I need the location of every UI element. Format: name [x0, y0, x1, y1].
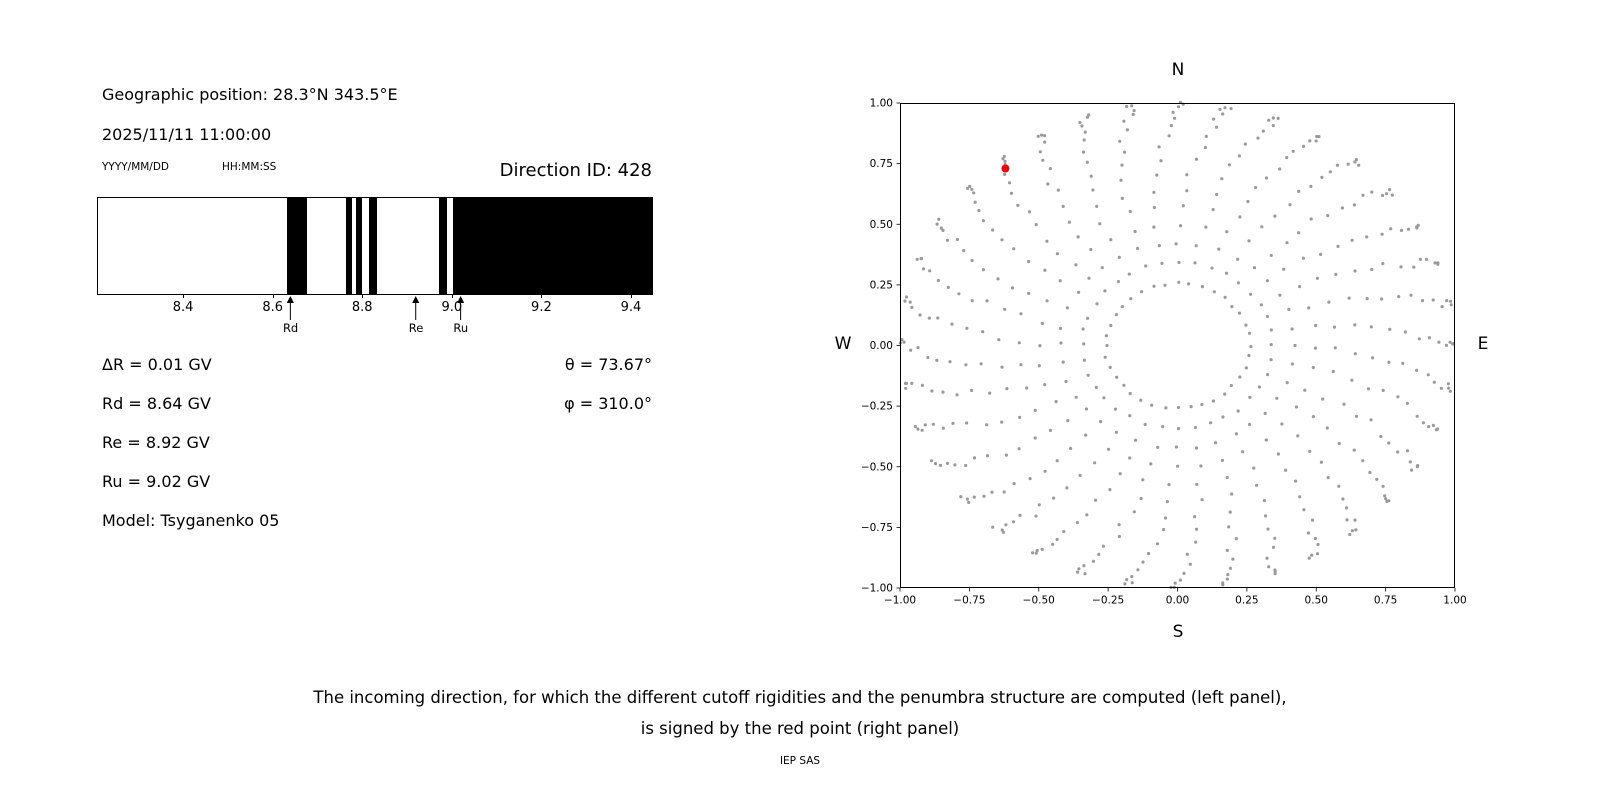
- x-tick-mark: [631, 295, 632, 298]
- svg-text:1.00: 1.00: [870, 98, 893, 110]
- svg-text:0.50: 0.50: [870, 219, 893, 231]
- compass-west-label: W: [834, 334, 852, 354]
- svg-text:0.75: 0.75: [870, 158, 893, 170]
- x-tick-mark: [451, 295, 453, 298]
- svg-text:1.00: 1.00: [1443, 595, 1466, 607]
- marker-label: Ru: [453, 321, 469, 335]
- svg-text:0.25: 0.25: [870, 279, 893, 291]
- penumbra-forbidden-band: [346, 198, 352, 294]
- scatter-dots: [898, 100, 1455, 589]
- x-tick-mark: [272, 295, 274, 298]
- penumbra-forbidden-band: [287, 198, 308, 294]
- rigidity-marker-ru: Ru: [453, 296, 468, 335]
- marker-label: Re: [408, 321, 424, 335]
- svg-text:−0.75: −0.75: [953, 595, 985, 607]
- svg-text:0.50: 0.50: [1305, 595, 1328, 607]
- delta-r-value: ΔR = 0.01 GV: [102, 355, 212, 374]
- model-name: Model: Tsyganenko 05: [102, 511, 280, 530]
- up-arrow-icon: [286, 296, 295, 320]
- geographic-position: Geographic position: 28.3°N 343.5°E: [102, 85, 398, 104]
- x-tick-label: 8.4: [172, 300, 194, 315]
- x-tick-label: 9.4: [620, 300, 642, 315]
- caption-line-2: is signed by the red point (right panel): [640, 719, 960, 738]
- penumbra-markers: Rd Re Ru: [97, 296, 653, 348]
- incoming-direction-plot: −1.00 −0.75 −0.50 −0.25 0.00 0.25 0.50 0.75 1.00…: [861, 98, 1467, 607]
- x-tick-label: 9.0: [441, 300, 463, 315]
- penumbra-plot-area: [98, 198, 652, 294]
- svg-text:−0.50: −0.50: [1023, 595, 1055, 607]
- svg-text:−0.25: −0.25: [861, 401, 893, 413]
- svg-text:−1.00: −1.00: [861, 583, 893, 595]
- rd-value: Rd = 8.64 GV: [102, 394, 211, 413]
- date-format-label: YYYY/MM/DD: [102, 161, 170, 173]
- red-direction-point: [1001, 164, 1010, 173]
- penumbra-forbidden-band: [369, 198, 378, 294]
- x-tick-mark: [183, 295, 185, 298]
- svg-text:−0.75: −0.75: [861, 522, 893, 534]
- axis-ticks: [896, 102, 1456, 592]
- penumbra-forbidden-band: [438, 198, 447, 294]
- plot-frame: [900, 103, 1455, 588]
- svg-text:−0.25: −0.25: [1092, 595, 1124, 607]
- svg-text:0.00: 0.00: [870, 340, 893, 352]
- compass-south-label: S: [1172, 622, 1184, 642]
- footer-credit: IEP SAS: [779, 755, 821, 767]
- ru-value: Ru = 9.02 GV: [102, 472, 211, 491]
- x-tick-label: 8.6: [262, 300, 284, 315]
- compass-east-label: E: [1477, 334, 1489, 354]
- penumbra-forbidden-band: [356, 198, 363, 294]
- svg-text:0.00: 0.00: [1166, 595, 1189, 607]
- rigidity-marker-re: Re: [408, 296, 424, 335]
- direction-id-title: Direction ID: 428: [499, 160, 652, 181]
- theta-value: θ = 73.67°: [564, 355, 652, 374]
- time-format-label: HH:MM:SS: [222, 161, 277, 173]
- axis-tick-labels: −1.00 −0.75 −0.50 −0.25 0.00 0.25 0.50 0.75 1.00…: [861, 98, 1467, 607]
- svg-text:0.75: 0.75: [1374, 595, 1397, 607]
- svg-text:0.25: 0.25: [1235, 595, 1258, 607]
- marker-label: Rd: [282, 321, 299, 335]
- svg-text:−0.50: −0.50: [861, 461, 893, 473]
- x-tick-mark: [541, 295, 543, 298]
- datetime: 2025/11/11 11:00:00: [102, 125, 272, 144]
- x-tick-label: 8.8: [351, 300, 373, 315]
- x-tick-mark: [362, 295, 364, 298]
- x-tick-label: 9.2: [531, 300, 552, 315]
- rigidity-marker-rd: Rd: [283, 296, 298, 335]
- compass-north-label: N: [1171, 60, 1185, 80]
- penumbra-forbidden-band: [453, 198, 652, 294]
- svg-text:−1.00: −1.00: [884, 595, 916, 607]
- phi-value: φ = 310.0°: [564, 394, 652, 413]
- re-value: Re = 8.92 GV: [102, 433, 210, 452]
- up-arrow-icon: [457, 296, 465, 320]
- penumbra-chart: [97, 197, 653, 295]
- up-arrow-icon: [412, 296, 420, 320]
- caption-line-1: The incoming direction, for which the di…: [313, 688, 1287, 707]
- penumbra-xticks: 8.4 8.6 8.8 9.0 9.2 9.4: [97, 295, 653, 317]
